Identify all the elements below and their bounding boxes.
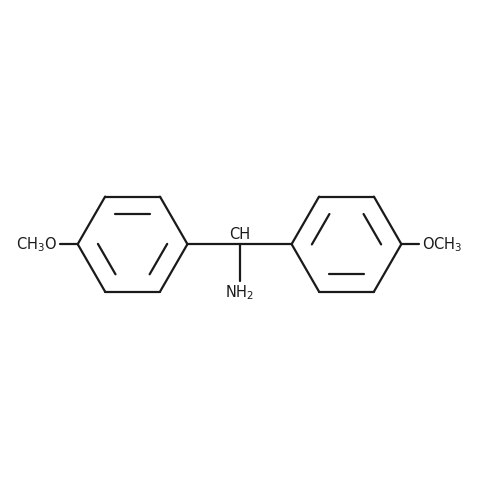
Text: OCH$_3$: OCH$_3$ (422, 235, 462, 253)
Text: NH$_2$: NH$_2$ (225, 283, 254, 302)
Text: CH$_3$O: CH$_3$O (16, 235, 57, 253)
Text: CH: CH (229, 227, 250, 242)
